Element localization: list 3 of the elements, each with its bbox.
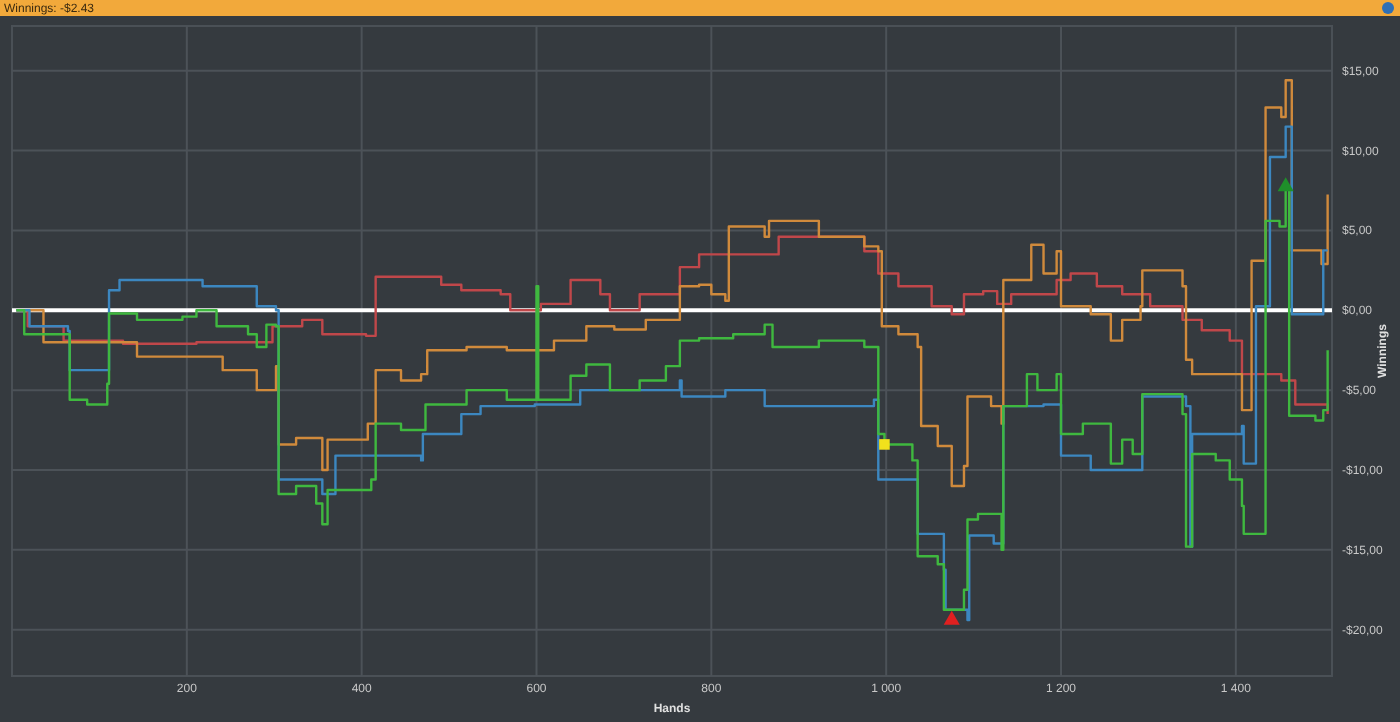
point: [943, 610, 960, 625]
point: [879, 439, 890, 450]
point: [1277, 177, 1294, 192]
